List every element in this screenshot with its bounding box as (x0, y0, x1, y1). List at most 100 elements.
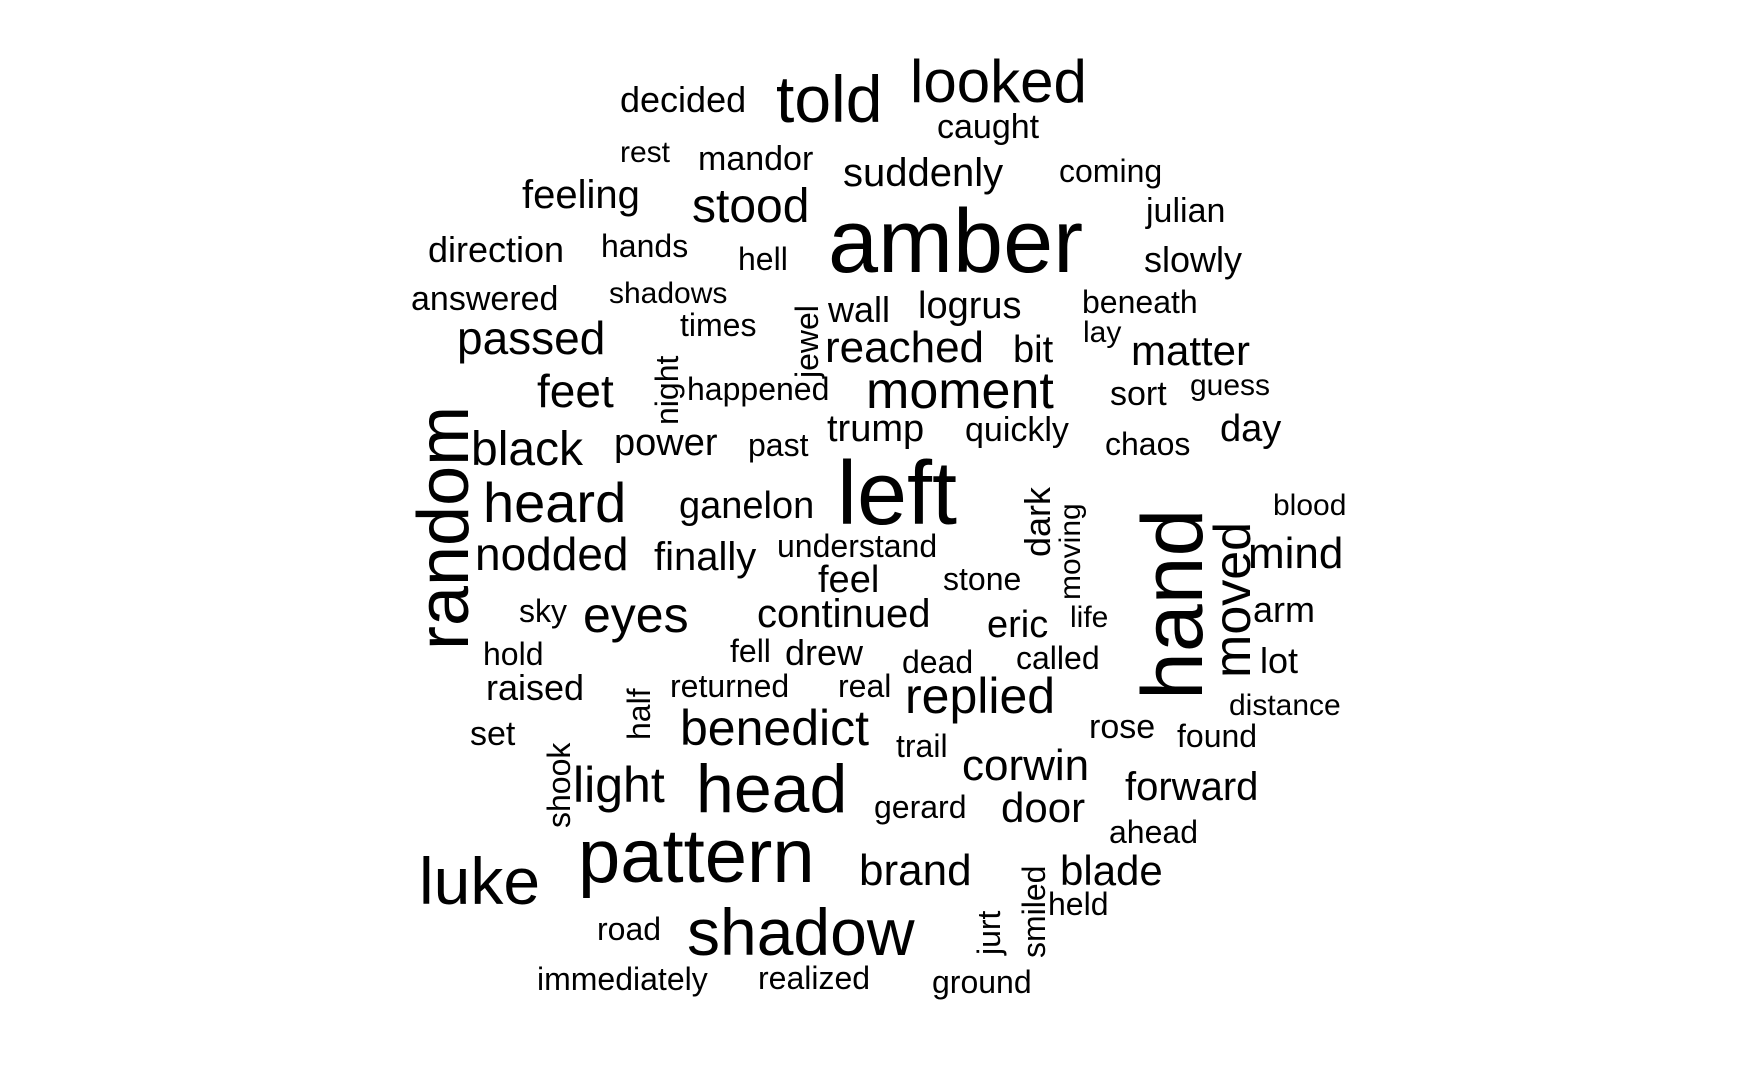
word-bit: bit (1013, 329, 1054, 371)
word-matter: matter (1131, 327, 1250, 374)
word-immediately: immediately (537, 961, 708, 997)
word-decided: decided (620, 79, 746, 120)
word-day: day (1220, 408, 1281, 450)
word-forward: forward (1125, 765, 1258, 809)
word-heard: heard (483, 471, 626, 534)
word-smiled: smiled (1016, 866, 1052, 958)
word-dead: dead (902, 644, 973, 680)
word-julian: julian (1145, 192, 1225, 230)
word-brand: brand (859, 846, 972, 895)
word-random: random (404, 406, 484, 650)
word-suddenly: suddenly (843, 151, 1003, 195)
word-hold: hold (483, 636, 544, 672)
word-blade: blade (1060, 847, 1163, 894)
word-beneath: beneath (1082, 284, 1198, 320)
word-quickly: quickly (965, 411, 1069, 449)
word-guess: guess (1190, 369, 1270, 402)
word-coming: coming (1059, 153, 1162, 189)
word-past: past (748, 427, 809, 463)
word-hands: hands (601, 228, 688, 264)
word-luke: luke (419, 844, 540, 918)
word-told: told (776, 62, 882, 136)
word-continued: continued (757, 592, 930, 636)
word-night: night (649, 356, 685, 426)
word-hand: hand (1125, 509, 1221, 700)
word-power: power (614, 422, 718, 464)
word-eyes: eyes (583, 587, 689, 643)
word-returned: returned (670, 668, 789, 704)
word-nodded: nodded (475, 528, 629, 580)
word-chaos: chaos (1105, 426, 1190, 462)
word-understand: understand (777, 528, 937, 564)
word-moment: moment (866, 362, 1054, 420)
word-arm: arm (1253, 589, 1315, 630)
word-shadows: shadows (609, 277, 727, 310)
word-reached: reached (825, 323, 984, 372)
word-rose: rose (1089, 708, 1155, 746)
word-feet: feet (537, 365, 614, 417)
word-pattern: pattern (578, 814, 815, 899)
word-light: light (573, 757, 665, 813)
word-half: half (621, 688, 657, 740)
word-door: door (1001, 784, 1085, 831)
word-real: real (838, 668, 891, 704)
word-lot: lot (1260, 640, 1298, 681)
word-replied: replied (905, 668, 1055, 724)
word-logrus: logrus (918, 285, 1022, 327)
word-realized: realized (758, 960, 870, 996)
word-road: road (597, 911, 661, 947)
word-held: held (1048, 886, 1109, 922)
word-stood: stood (692, 180, 809, 233)
word-direction: direction (428, 229, 564, 270)
word-jewel: jewel (789, 305, 825, 379)
word-trail: trail (896, 728, 948, 764)
word-sky: sky (519, 593, 567, 629)
word-trump: trump (827, 408, 924, 450)
word-wall: wall (827, 289, 890, 330)
word-finally: finally (654, 535, 756, 579)
word-black: black (471, 423, 584, 476)
word-corwin: corwin (962, 741, 1089, 790)
word-caught: caught (937, 108, 1040, 146)
word-drew: drew (785, 632, 864, 673)
word-ahead: ahead (1109, 814, 1198, 850)
word-benedict: benedict (680, 700, 869, 756)
word-sort: sort (1110, 375, 1167, 413)
word-jurt: jurt (971, 910, 1007, 956)
word-mandor: mandor (698, 140, 813, 178)
word-life: life (1070, 601, 1108, 634)
word-mind: mind (1248, 529, 1343, 578)
word-amber: amber (828, 192, 1083, 292)
word-lay: lay (1083, 316, 1121, 349)
word-happened: happened (687, 371, 829, 407)
word-stone: stone (943, 561, 1021, 597)
word-found: found (1177, 718, 1257, 754)
word-moving: moving (1054, 503, 1087, 600)
word-dark: dark (1017, 486, 1058, 557)
word-shadow: shadow (687, 895, 915, 969)
word-shook: shook (541, 742, 577, 828)
word-slowly: slowly (1144, 239, 1242, 280)
word-ground: ground (932, 964, 1032, 1000)
word-looked: looked (910, 48, 1087, 115)
word-distance: distance (1229, 689, 1341, 722)
word-left: left (837, 444, 957, 544)
word-feel: feel (818, 559, 879, 601)
word-head: head (696, 751, 847, 827)
word-hell: hell (738, 241, 788, 277)
word-ganelon: ganelon (679, 485, 814, 527)
word-raised: raised (486, 667, 584, 708)
word-feeling: feeling (522, 173, 640, 217)
word-called: called (1016, 640, 1100, 676)
word-fell: fell (730, 633, 771, 669)
word-set: set (470, 715, 516, 753)
word-gerard: gerard (874, 789, 967, 825)
word-blood: blood (1273, 489, 1346, 522)
word-eric: eric (987, 604, 1048, 646)
word-moved: moved (1204, 522, 1262, 678)
word-answered: answered (411, 280, 558, 318)
word-passed: passed (457, 312, 605, 364)
word-rest: rest (620, 136, 671, 169)
word-times: times (680, 307, 756, 343)
